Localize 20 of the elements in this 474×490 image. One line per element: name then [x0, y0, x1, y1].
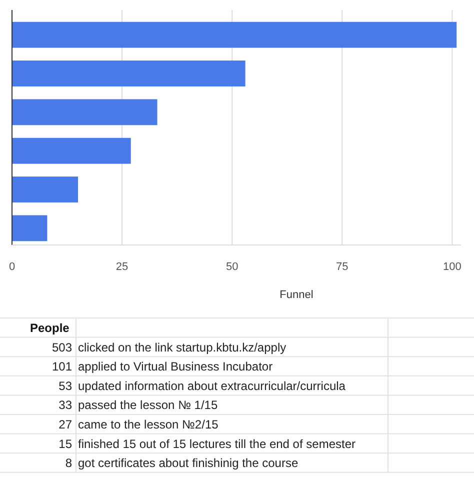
- x-tick-label: 25: [116, 261, 128, 273]
- x-tick-label: 75: [336, 261, 348, 273]
- text: 101 applied to Virtual Business Incubator: [52, 360, 273, 374]
- text: 27 came to the lesson №2/15: [58, 418, 219, 432]
- text: 15 finished 15 out of 15 lectures till the end of semester: [58, 436, 356, 451]
- text: 8 got certificates about finishinig the course: [65, 456, 298, 470]
- bar: [12, 215, 48, 242]
- x-tick-label: 0: [8, 261, 16, 273]
- bar: [12, 22, 457, 48]
- x-tick-label: 50: [226, 261, 238, 273]
- bar: [12, 138, 131, 164]
- text: People: [30, 321, 70, 335]
- bar: [12, 60, 246, 86]
- x-axis-title: Funnel: [280, 289, 314, 301]
- text: 53 updated information about extracurricular/curricula: [58, 378, 346, 393]
- bar: [12, 99, 158, 126]
- x-tick-label: 100: [443, 261, 462, 273]
- text: 33 passed the lesson № 1/15: [58, 398, 218, 412]
- bar: [12, 176, 78, 202]
- text: 503 clicked on the link startup.kbtu.kz/apply: [52, 340, 286, 354]
